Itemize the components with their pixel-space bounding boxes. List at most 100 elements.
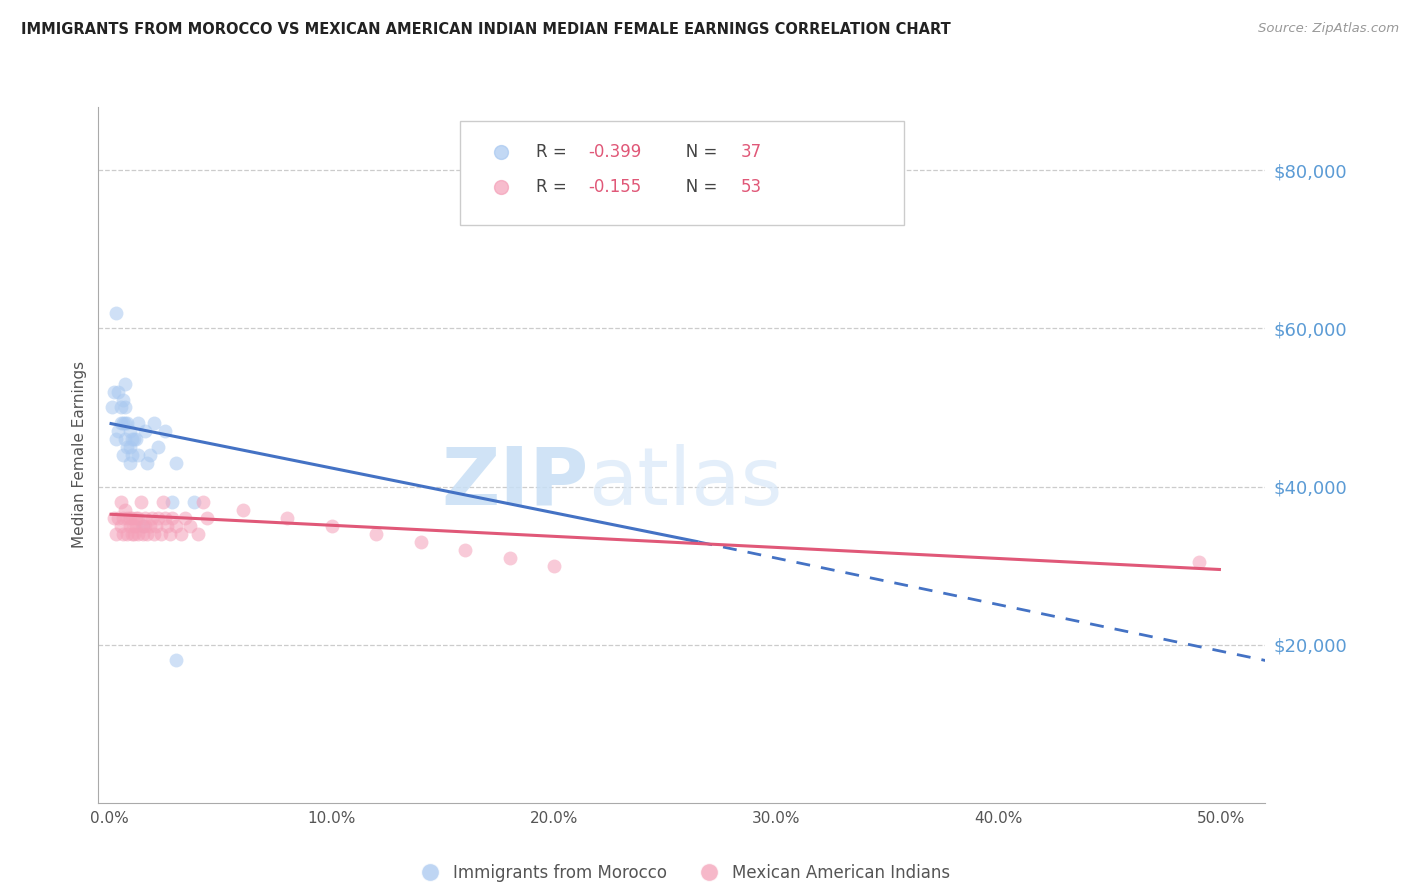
Point [187, 527, 209, 541]
Point [111, 392, 134, 407]
Point [232, 503, 254, 517]
Point [127, 448, 149, 462]
Point [149, 527, 172, 541]
Point [153, 511, 176, 525]
Text: N =: N = [671, 144, 723, 161]
Point [105, 527, 128, 541]
Point [143, 417, 166, 431]
Point [114, 376, 136, 391]
Text: N =: N = [671, 178, 723, 196]
Text: Source: ZipAtlas.com: Source: ZipAtlas.com [1258, 22, 1399, 36]
Point [169, 527, 191, 541]
Point [114, 503, 136, 517]
Point [125, 511, 148, 525]
Point [152, 495, 174, 509]
Point [409, 535, 432, 549]
Text: 37: 37 [741, 144, 762, 161]
Point [118, 456, 141, 470]
Point [159, 527, 181, 541]
Point [103, 511, 125, 525]
Point [114, 401, 136, 415]
Point [165, 653, 187, 667]
Point [153, 424, 176, 438]
Point [117, 417, 139, 431]
Point [107, 424, 129, 438]
Point [114, 432, 136, 446]
Point [121, 432, 143, 446]
Point [121, 527, 143, 541]
Point [111, 527, 134, 541]
Point [141, 511, 163, 525]
Point [114, 417, 136, 431]
Point [111, 417, 134, 431]
Text: -0.399: -0.399 [589, 144, 641, 161]
Point [321, 519, 343, 533]
Point [111, 448, 134, 462]
Point [127, 511, 149, 525]
Point [111, 511, 134, 525]
Point [498, 550, 520, 565]
Point [195, 511, 218, 525]
Point [179, 519, 201, 533]
Point [110, 417, 132, 431]
Y-axis label: Median Female Earnings: Median Female Earnings [72, 361, 87, 549]
Point [118, 511, 141, 525]
Point [110, 401, 132, 415]
Point [136, 456, 159, 470]
Point [134, 424, 156, 438]
Point [110, 495, 132, 509]
Point [129, 495, 152, 509]
Text: atlas: atlas [589, 443, 783, 522]
Point [1188, 555, 1211, 569]
Legend: Immigrants from Morocco, Mexican American Indians: Immigrants from Morocco, Mexican America… [406, 857, 957, 888]
Point [118, 440, 141, 454]
Point [127, 417, 149, 431]
Point [145, 519, 167, 533]
Point [103, 384, 125, 399]
Point [117, 511, 139, 525]
Point [276, 511, 298, 525]
Point [134, 519, 156, 533]
Text: ZIP: ZIP [441, 443, 589, 522]
Point [543, 558, 565, 573]
Text: 53: 53 [741, 178, 762, 196]
Point [132, 527, 155, 541]
FancyBboxPatch shape [460, 121, 904, 226]
Point [132, 519, 155, 533]
Point [110, 519, 132, 533]
Point [165, 456, 187, 470]
Text: R =: R = [536, 144, 572, 161]
Point [148, 511, 170, 525]
Point [121, 448, 143, 462]
Point [100, 401, 122, 415]
Text: R =: R = [536, 178, 572, 196]
Point [160, 495, 183, 509]
Text: IMMIGRANTS FROM MOROCCO VS MEXICAN AMERICAN INDIAN MEDIAN FEMALE EARNINGS CORREL: IMMIGRANTS FROM MOROCCO VS MEXICAN AMERI… [21, 22, 950, 37]
Point [148, 440, 170, 454]
Point [132, 519, 155, 533]
Point [117, 527, 139, 541]
Point [183, 495, 205, 509]
Point [156, 519, 179, 533]
Point [138, 448, 160, 462]
Point [125, 432, 148, 446]
Point [134, 511, 156, 525]
Point [174, 511, 197, 525]
Point [117, 440, 139, 454]
Point [366, 527, 388, 541]
Point [122, 432, 145, 446]
Point [107, 384, 129, 399]
Point [105, 432, 128, 446]
Point [122, 527, 145, 541]
Point [107, 511, 129, 525]
Text: -0.155: -0.155 [589, 178, 641, 196]
Point [454, 542, 477, 557]
Point [121, 511, 143, 525]
Point [127, 527, 149, 541]
Point [125, 519, 148, 533]
Point [160, 511, 183, 525]
Point [191, 495, 214, 509]
Point [143, 527, 166, 541]
Point [118, 424, 141, 438]
Point [122, 519, 145, 533]
